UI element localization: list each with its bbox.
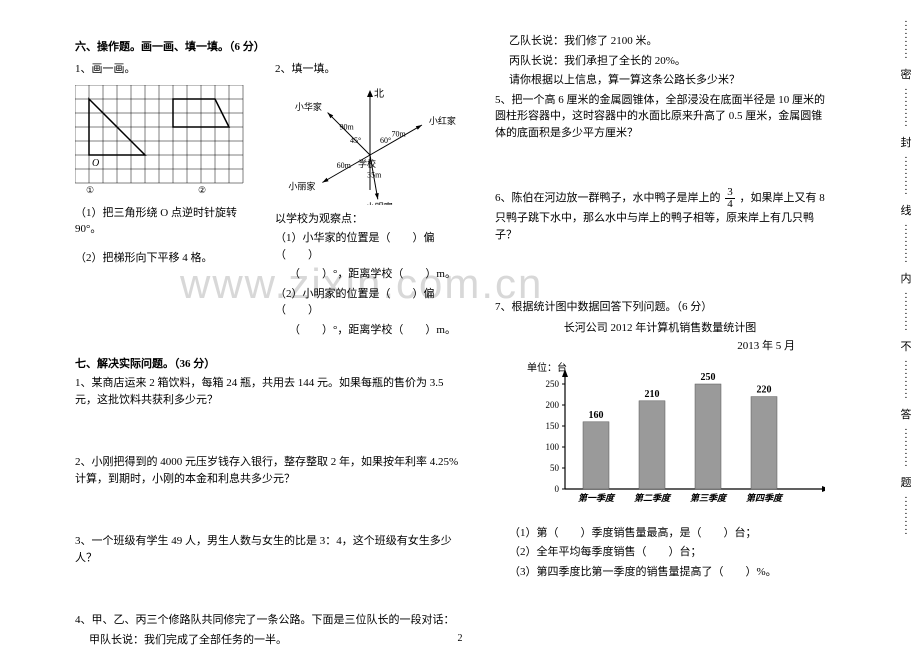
- svg-text:小丽家: 小丽家: [288, 180, 315, 191]
- q4-q: 请你根据以上信息，算一算这条公路长多少米？: [495, 72, 825, 89]
- chart-title: 长河公司 2012 年计算机销售数量统计图: [495, 319, 825, 335]
- fraction: 3 4: [725, 187, 735, 210]
- spacer: [495, 144, 825, 184]
- q6-2-b2: （ ）°，距离学校（ ）m。: [275, 322, 465, 339]
- q6-1: 1、画一画。 O ① ② （1）把三角形绕 O 点逆时针旋转 90°。 （2）把梯形…: [75, 58, 255, 341]
- spacer: [75, 411, 465, 451]
- q7-4: 4、甲、乙、丙三个修路队共同修完了一条公路。下面是三位队长的一段对话：: [75, 612, 465, 629]
- svg-text:0: 0: [555, 484, 560, 494]
- spacer: [495, 246, 825, 296]
- svg-text:210: 210: [645, 388, 660, 399]
- svg-text:第二季度: 第二季度: [634, 493, 672, 503]
- svg-text:35m: 35m: [367, 170, 382, 179]
- svg-text:②: ②: [198, 185, 206, 195]
- spacer: [75, 569, 465, 609]
- q6-2-label: 2、填一填。: [275, 61, 465, 78]
- svg-text:学校: 学校: [358, 158, 376, 169]
- q7-2: 2、小刚把得到的 4000 元压岁钱存入银行，整存整取 2 年，如果按年利率 4…: [75, 454, 465, 487]
- svg-text:第三季度: 第三季度: [690, 493, 728, 503]
- q7-sub2: （2）全年平均每季度销售（ ）台；: [495, 544, 825, 561]
- svg-text:O: O: [92, 158, 99, 169]
- binding-margin: ··········密··········封··········线·······…: [898, 20, 914, 620]
- q7-3: 3、一个班级有学生 49 人，男生人数与女生的比是 3：4，这个班级有女生多少人…: [75, 533, 465, 566]
- right-column: 乙队长说：我们修了 2100 米。 丙队长说：我们承担了全长的 20%。 请你根…: [480, 30, 840, 610]
- chart-wrap: 单位：台 0 50 100 150 200 250 160 第一季度 210 第二季度 250 第三季度…: [525, 359, 825, 522]
- compass-figure: 北小华家 90m 小红家 70m 小丽家 60m 小明家 35m 45° 60° 学校: [275, 85, 465, 205]
- svg-text:小明家: 小明家: [366, 201, 393, 205]
- q6-1-b: （2）把梯形向下平移 4 格。: [75, 250, 255, 267]
- svg-text:小红家: 小红家: [429, 115, 456, 126]
- q7-sub1: （1）第（ ）季度销售量最高，是（ ）台；: [495, 525, 825, 542]
- q7-4a: 甲队长说：我们完成了全部任务的一半。: [75, 632, 465, 649]
- svg-text:220: 220: [757, 384, 772, 395]
- svg-text:第一季度: 第一季度: [578, 493, 616, 503]
- svg-text:160: 160: [589, 409, 604, 420]
- q7-sub3: （3）第四季度比第一季度的销售量提高了（ ）%。: [495, 564, 825, 581]
- grid-figure: O ① ②: [75, 85, 255, 195]
- svg-text:单位：台: 单位：台: [527, 361, 567, 374]
- svg-text:70m: 70m: [391, 129, 406, 138]
- frac-bot: 4: [725, 199, 735, 210]
- svg-text:250: 250: [546, 379, 560, 389]
- page-container: 六、操作题。画一画、填一填。（6 分） 1、画一画。 O ① ② （1）把三角形绕 …: [0, 0, 860, 620]
- q6-pre: 6、陈伯在河边放一群鸭子，水中鸭子是岸上的: [495, 192, 721, 204]
- svg-text:250: 250: [701, 372, 716, 383]
- q5: 5、把一个高 6 厘米的金属圆锥体，全部浸没在底面半径是 10 厘米的圆柱形容器…: [495, 92, 825, 142]
- q6-1-a: （1）把三角形绕 O 点逆时针旋转 90°。: [75, 205, 255, 238]
- q6-2-b: （2）小明家的位置是（ ）偏（ ）: [275, 286, 465, 319]
- svg-text:150: 150: [546, 421, 560, 431]
- q4-c: 丙队长说：我们承担了全长的 20%。: [495, 53, 825, 70]
- section-7-title: 七、解决实际问题。（36 分）: [75, 355, 465, 371]
- q6-wrapper: 1、画一画。 O ① ② （1）把三角形绕 O 点逆时针旋转 90°。 （2）把梯形…: [75, 58, 465, 341]
- svg-text:90m: 90m: [340, 122, 355, 131]
- svg-text:小华家: 小华家: [295, 100, 322, 111]
- bar-chart: 单位：台 0 50 100 150 200 250 160 第一季度 210 第二季度 250 第三季度…: [525, 359, 825, 519]
- q6-1-label: 1、画一画。: [75, 61, 255, 78]
- q4-b: 乙队长说：我们修了 2100 米。: [495, 33, 825, 50]
- svg-text:50: 50: [550, 463, 560, 473]
- svg-text:北: 北: [374, 88, 384, 100]
- svg-text:60°: 60°: [380, 136, 391, 145]
- spacer: [75, 490, 465, 530]
- q6-2-a: （1）小华家的位置是（ ）偏（ ）: [275, 230, 465, 263]
- section-6-title: 六、操作题。画一画、填一填。（6 分）: [75, 38, 465, 54]
- svg-text:100: 100: [546, 442, 560, 452]
- q6-2: 2、填一填。 北小华家 90m 小红家 70m 小丽家 60m 小明家 35m 45° 60° 学校…: [275, 58, 465, 341]
- q6: 6、陈伯在河边放一群鸭子，水中鸭子是岸上的 3 4 ，如果岸上又有 8 只鸭子跳…: [495, 187, 825, 243]
- q6-2-intro: 以学校为观察点：: [275, 211, 465, 228]
- q7-1: 1、某商店运来 2 箱饮料，每箱 24 瓶，共用去 144 元。如果每瓶的售价为…: [75, 375, 465, 408]
- svg-text:第四季度: 第四季度: [746, 493, 784, 503]
- svg-text:45°: 45°: [350, 136, 361, 145]
- q6-2-a2: （ ）°，距离学校（ ）m。: [275, 266, 465, 283]
- svg-text:200: 200: [546, 400, 560, 410]
- q7: 7、根据统计图中数据回答下列问题。（6 分）: [495, 299, 825, 316]
- chart-date: 2013 年 5 月: [495, 337, 795, 353]
- left-column: 六、操作题。画一画、填一填。（6 分） 1、画一画。 O ① ② （1）把三角形绕 …: [60, 30, 480, 610]
- svg-text:60m: 60m: [337, 161, 352, 170]
- svg-text:①: ①: [86, 185, 94, 195]
- page-number: 2: [458, 633, 463, 644]
